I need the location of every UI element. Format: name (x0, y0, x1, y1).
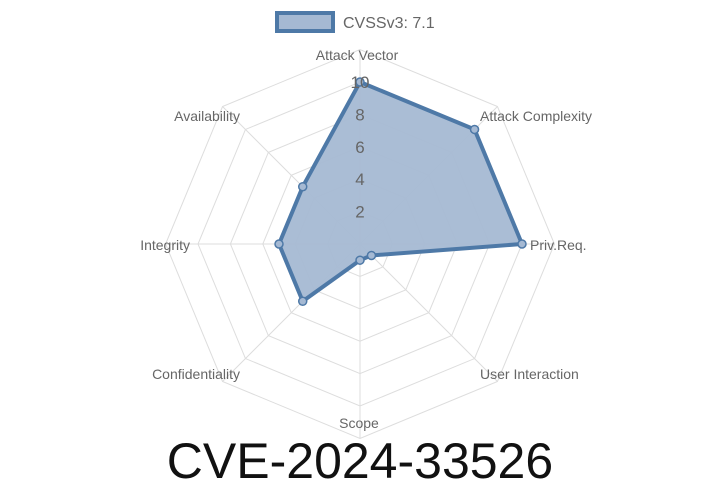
data-point (297, 181, 308, 192)
data-point (274, 239, 284, 249)
axis-label: Priv.Req. (530, 237, 587, 253)
chart-title: CVE-2024-33526 (166, 433, 554, 489)
axis-line (359, 243, 498, 382)
axis-label: Attack Complexity (480, 108, 592, 124)
axis-label: Attack Vector (316, 47, 399, 63)
tick-label: 8 (355, 105, 364, 124)
data-point (469, 124, 480, 135)
axis-label: Availability (174, 108, 240, 124)
data-point (297, 296, 308, 307)
tick-label: 2 (355, 203, 364, 222)
tick-label: 6 (355, 138, 364, 157)
data-point (355, 77, 365, 87)
data-point (366, 250, 377, 261)
axis-label: Scope (339, 415, 379, 431)
axis-label: User Interaction (480, 366, 579, 382)
legend-swatch (275, 11, 335, 33)
tick-label: 4 (355, 170, 364, 189)
data-point (355, 255, 365, 265)
tick-label: 10 (351, 73, 370, 92)
axis-label: Confidentiality (152, 366, 240, 382)
axis-label: Integrity (140, 237, 190, 253)
legend-label: CVSSv3: 7.1 (343, 15, 435, 32)
data-point (517, 239, 527, 249)
